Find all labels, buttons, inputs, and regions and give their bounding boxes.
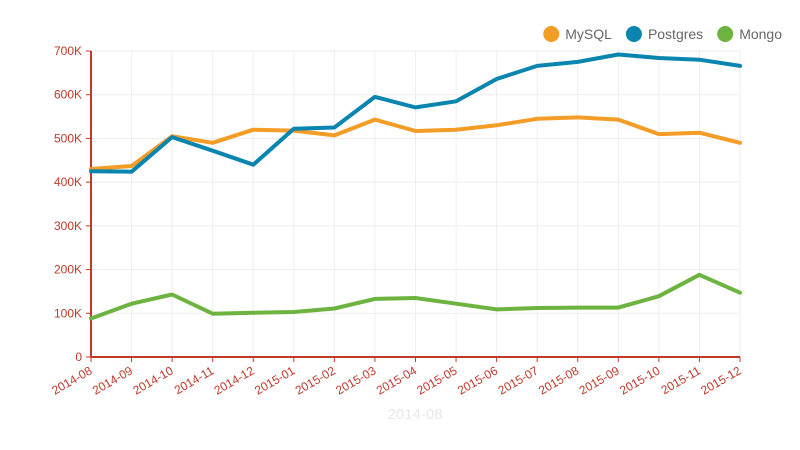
y-tick-label: 0 [75, 350, 82, 364]
x-tick-label: 2014-09 [90, 363, 135, 397]
legend-item-postgres[interactable]: Postgres [625, 26, 703, 42]
x-tick-label: 2015-05 [414, 363, 459, 397]
x-tick-label: 2015-02 [293, 363, 338, 397]
x-tick-label: 2014-11 [172, 363, 217, 397]
x-tick-label: 2015-10 [617, 363, 662, 397]
x-tick-label: 2015-11 [659, 363, 704, 397]
x-tick-label: 2015-12 [698, 363, 743, 397]
legend-item-mongo[interactable]: Mongo [717, 26, 782, 42]
legend-swatch [717, 26, 734, 42]
x-tick-label: 2015-09 [577, 363, 622, 397]
series [89, 52, 742, 321]
y-tick-label: 400K [54, 175, 82, 189]
legend-label: Mongo [739, 26, 782, 42]
legend-label: MySQL [565, 26, 612, 42]
series-line-mongo [89, 272, 742, 321]
y-tick-label: 700K [54, 44, 82, 58]
footer-label: 2014-08 [387, 406, 442, 423]
x-tick-label: 2015-01 [252, 363, 297, 397]
legend-swatch [625, 26, 642, 42]
x-tick-label: 2015-07 [496, 363, 541, 397]
x-tick-label: 2015-08 [536, 363, 581, 397]
y-tick-label: 200K [54, 263, 82, 277]
x-tick-label: 2015-06 [455, 363, 500, 397]
y-tick-label: 600K [54, 88, 82, 102]
x-tick-label: 2015-03 [333, 363, 378, 397]
legend-item-mysql[interactable]: MySQL [543, 26, 612, 42]
y-tick-label: 500K [54, 131, 82, 145]
x-tick-label: 2014-08 [49, 363, 94, 397]
y-tick-label: 300K [54, 219, 82, 233]
y-tick-label: 100K [54, 306, 82, 320]
axes: 0100K200K300K400K500K600K700K2014-082014… [49, 44, 743, 398]
x-tick-label: 2014-12 [212, 363, 257, 397]
legend-label: Postgres [648, 26, 703, 42]
series-line-mysql [89, 115, 742, 171]
x-tick-label: 2014-10 [130, 363, 175, 397]
legend[interactable]: MySQL Postgres Mongo [543, 26, 782, 42]
grid [91, 50, 741, 357]
series-line-postgres [89, 52, 742, 174]
legend-swatch [543, 26, 560, 42]
x-tick-label: 2015-04 [374, 363, 419, 397]
